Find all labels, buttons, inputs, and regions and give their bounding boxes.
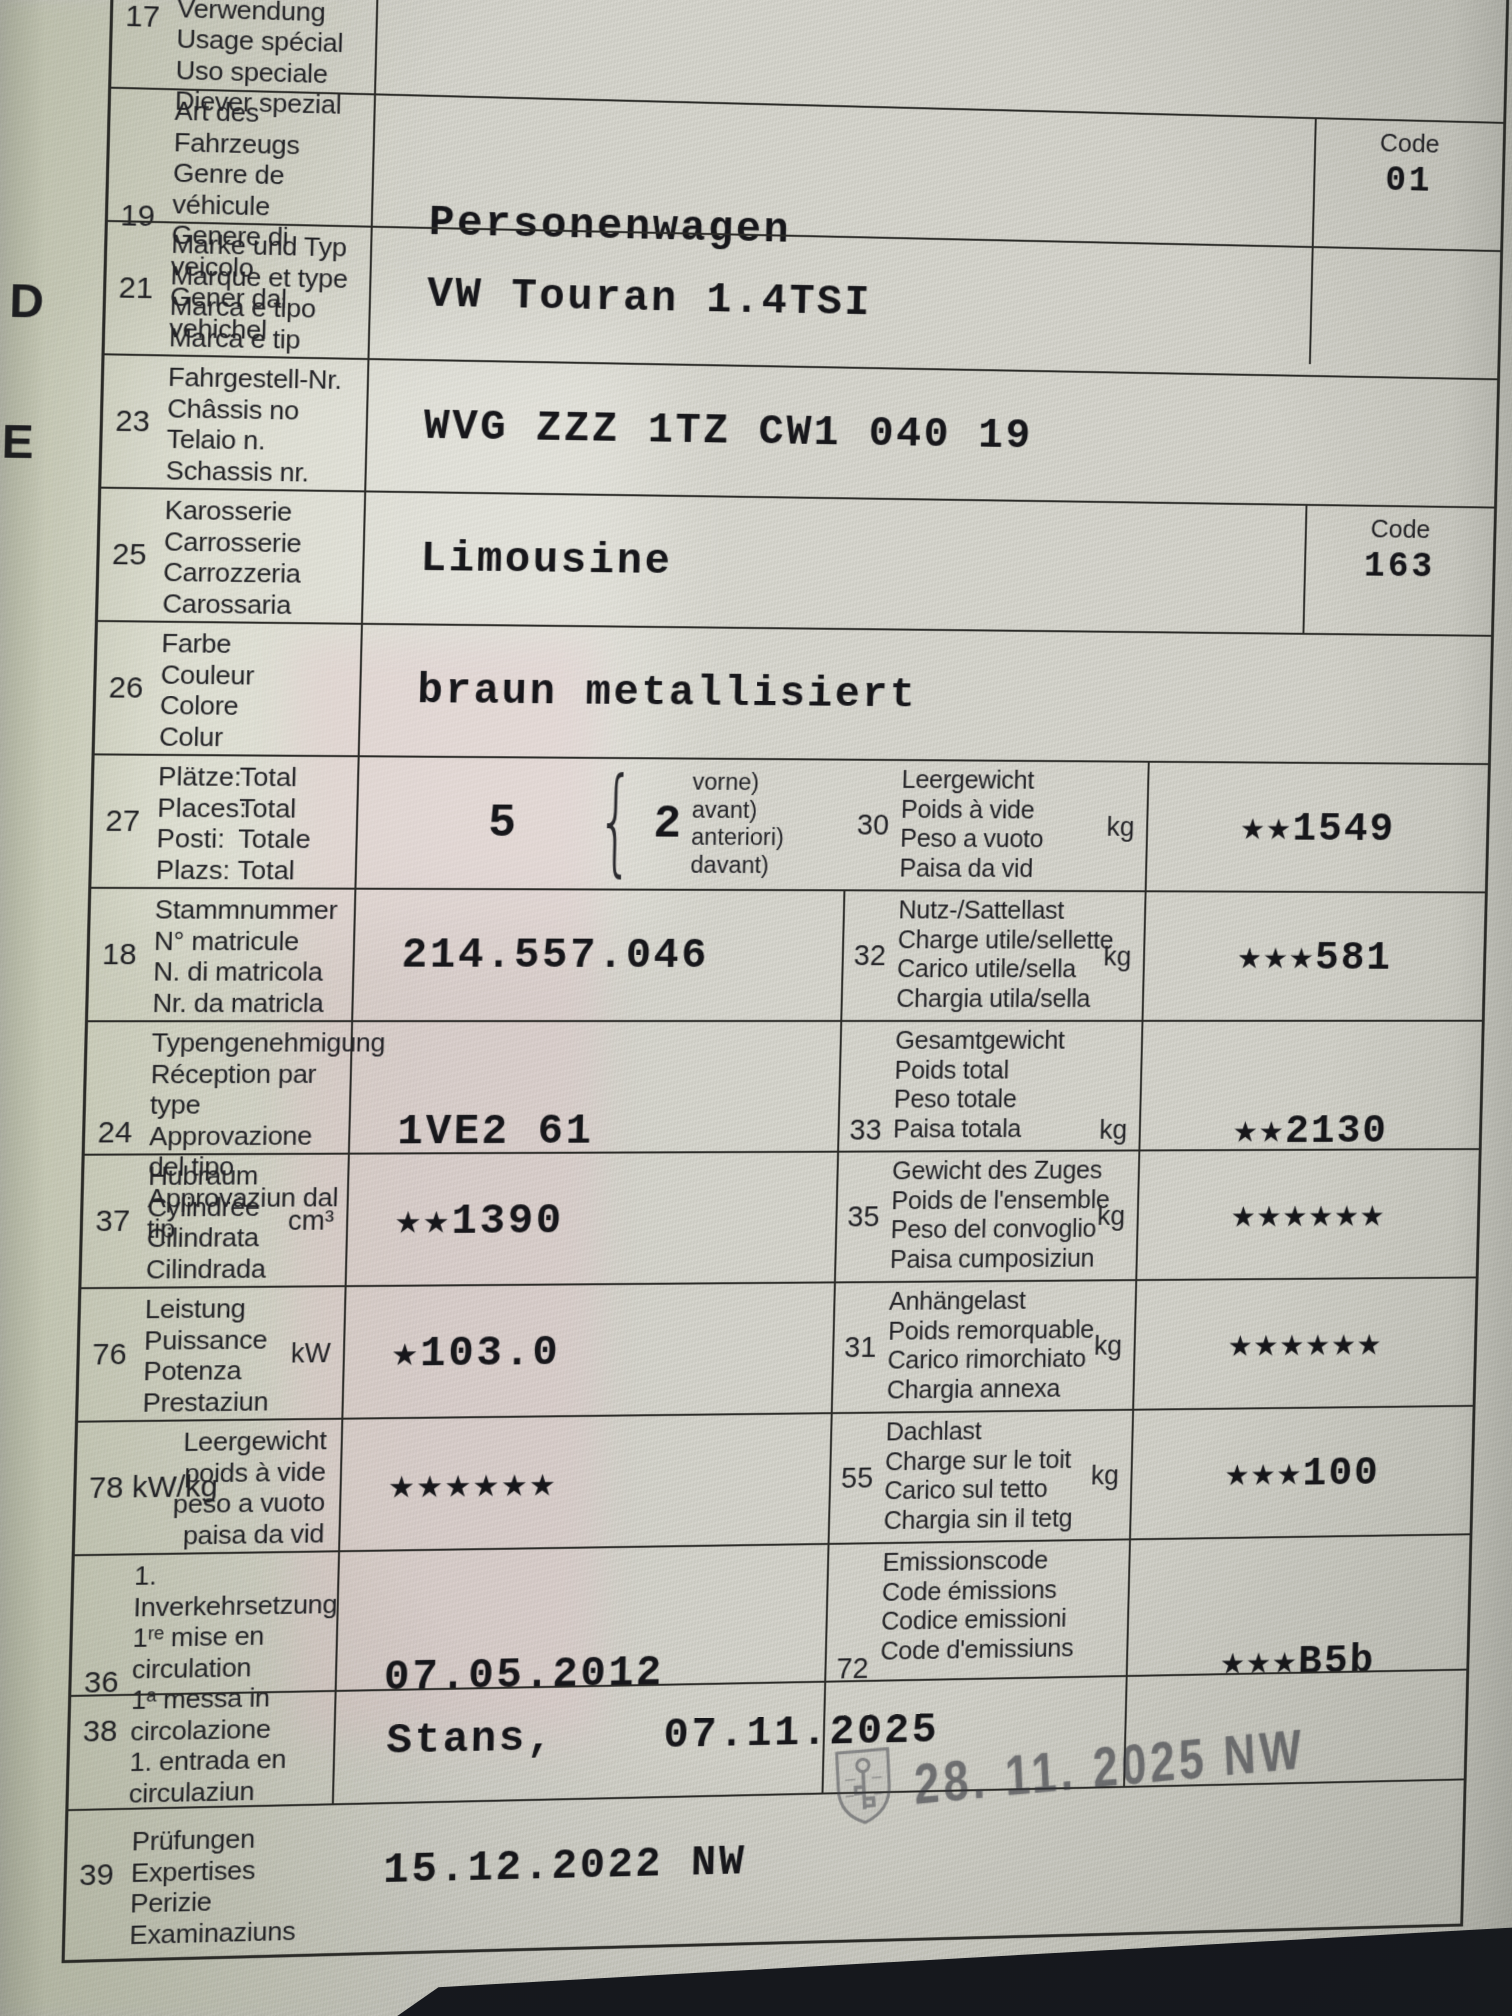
- field-37-label-cell: 37 Hubraum Cylindrée Cilindrata Cilindra…: [81, 1154, 350, 1288]
- field-27-value-cell: 5 { 2 vorne) avant) anteriori) davant): [356, 752, 848, 889]
- seats-total-value: 5: [487, 796, 517, 850]
- field-76-value: ★103.0: [343, 1283, 836, 1418]
- field-37-unit: cm³: [287, 1204, 335, 1235]
- seats-front-value: 2: [652, 797, 682, 851]
- field-38-number: 38: [82, 1714, 118, 1749]
- field-23-value: WVG ZZZ 1TZ CW1 040 19: [423, 401, 1034, 460]
- field-33-number: 33: [849, 1114, 882, 1147]
- field-39-labels: Prüfungen Expertises Perizie Examinaziun…: [129, 1823, 296, 1950]
- field-31-unit: kg: [1093, 1329, 1123, 1360]
- row-seats-emptyweight: 27 Plätze: Places: Posti: Plazs: Total T…: [91, 752, 1488, 892]
- row-power-trailerload: 76 Leistung Puissance Potenza Prestaziun…: [78, 1276, 1476, 1421]
- field-27-label-cell: 27 Plätze: Places: Posti: Plazs: Total T…: [91, 755, 360, 888]
- field-35-value: ★★★★★★: [1230, 1193, 1387, 1240]
- field-35-label-cell: 35 Gewicht des Zuges Poids de l'ensemble…: [835, 1151, 1141, 1282]
- field-33-unit: kg: [1098, 1114, 1128, 1145]
- field-39-number: 39: [78, 1858, 115, 1893]
- field-26-labels: Farbe Couleur Colore Colur: [158, 627, 255, 752]
- field-25-code-box: Code 163: [1302, 505, 1495, 635]
- field-76-unit: kW: [290, 1336, 332, 1368]
- field-23-label-cell: 23 Fahrgestell-Nr. Châssis no Telaio n. …: [101, 355, 370, 491]
- field-25-code-value: 163: [1363, 545, 1436, 588]
- field-31-label-cell: 31 Anhängelast Poids remorquable Carico …: [832, 1281, 1138, 1413]
- field-18-label-cell: 18 Stammnummer N° matricule N. di matric…: [88, 888, 357, 1021]
- field-39-value: 15.12.2022 NW: [382, 1838, 747, 1896]
- row-typeapproval-grossweight: 24 Typengenehmigung Réception par type A…: [82, 1019, 1482, 1245]
- field-21-label-cell: 21 Marke und Typ Marque et type Marca e …: [104, 222, 373, 359]
- brace-glyph: {: [595, 752, 637, 889]
- field-27-labels: Plätze: Places: Posti: Plazs:: [155, 760, 248, 885]
- field-25-number: 25: [111, 537, 147, 572]
- paper-green-tint: [0, 0, 430, 2016]
- field-25-value: Limousine: [419, 534, 673, 586]
- field-27-total-labels: Total Total Totale Total: [237, 761, 312, 885]
- field-26-label-cell: 26 Farbe Couleur Colore Colur: [94, 622, 363, 756]
- margin-letter-e: E: [1, 414, 35, 469]
- row-stocknumber-payload: 18 Stammnummer N° matricule N. di matric…: [88, 886, 1485, 1021]
- field-31-number: 31: [843, 1330, 877, 1364]
- field-32-value: ★★★581: [1236, 935, 1393, 982]
- field-37-value: ★★1390: [346, 1152, 840, 1286]
- row-color: 26 Farbe Couleur Colore Colur braun meta…: [94, 619, 1492, 764]
- field-32-unit: kg: [1103, 940, 1132, 971]
- field-25-label-cell: 25 Karosserie Carrosserie Carrozzeria Ca…: [97, 488, 367, 623]
- field-21-number: 21: [118, 270, 154, 305]
- row-firstregistration-emissioncode: 36 1. Inverkehrsetzung 1ʳᵉ mise en circu…: [68, 1533, 1470, 1811]
- row-body-style: 25 Karosserie Carrosserie Carrozzeria Ca…: [97, 486, 1495, 635]
- registration-table: 17 Bes. Verwendung Usage spécial Uso spe…: [61, 0, 1511, 1964]
- field-31-value: ★★★★★★: [1227, 1322, 1384, 1370]
- code-label: Code: [1379, 127, 1440, 159]
- field-23-labels: Fahrgestell-Nr. Châssis no Telaio n. Sch…: [165, 361, 343, 488]
- field-30-value: ★★1549: [1240, 806, 1396, 853]
- nidwalden-shield-icon: [831, 1745, 896, 1833]
- field-76-label-cell: 76 Leistung Puissance Potenza Prestaziun…: [78, 1287, 347, 1421]
- row-chassis-number: 23 Fahrgestell-Nr. Châssis no Telaio n. …: [101, 353, 1498, 507]
- field-35-unit: kg: [1096, 1199, 1126, 1230]
- margin-letter-d: D: [8, 273, 45, 328]
- issue-place: Stans,: [385, 1713, 556, 1766]
- field-17-number: 17: [124, 0, 161, 35]
- field-18-number: 18: [101, 937, 138, 971]
- field-55-label-cell: 55 Dachlast Charge sur le toit Carico su…: [829, 1410, 1135, 1543]
- field-78-label-cell: 78 kW/kg Leergewicht poids à vide peso a…: [74, 1419, 344, 1555]
- field-30-label-cell: 30 Leergewicht Poids à vide Peso a vuoto…: [845, 760, 1150, 891]
- field-19-code-value: 01: [1384, 160, 1433, 202]
- seats-front-labels: vorne) avant) anteriori) davant): [690, 768, 785, 878]
- field-24-number: 24: [97, 1116, 133, 1150]
- field-23-number: 23: [114, 403, 151, 438]
- field-55-value: ★★★100: [1224, 1451, 1381, 1499]
- row-inspections: 39 Prüfungen Expertises Perizie Examinaz…: [64, 1778, 1464, 1961]
- field-18-value: 214.557.046: [353, 889, 846, 1021]
- field-30-number: 30: [856, 808, 890, 841]
- field-21-value: VW Touran 1.4TSI: [426, 269, 873, 327]
- row-powerweight-roofload: 78 kW/kg Leergewicht poids à vide peso a…: [74, 1404, 1473, 1555]
- row-displacement-trainweight: 37 Hubraum Cylindrée Cilindrata Cilindra…: [81, 1148, 1479, 1288]
- field-76-number: 76: [91, 1337, 128, 1372]
- field-26-value: braun metallisiert: [416, 666, 918, 719]
- field-32-label-cell: 32 Nutz-/Sattellast Charge utile/sellett…: [842, 891, 1147, 1020]
- field-26-number: 26: [108, 670, 144, 705]
- paper-highlight: [110, 330, 650, 930]
- code-label: Code: [1370, 513, 1431, 544]
- field-27-number: 27: [105, 803, 141, 838]
- field-37-number: 37: [95, 1203, 131, 1238]
- inspection-date-stamp: 28. 11. 2025 NW: [831, 1699, 1403, 1833]
- field-78-value: ★★★★★★: [340, 1414, 833, 1551]
- field-32-number: 32: [853, 939, 887, 972]
- field-55-number: 55: [840, 1461, 874, 1494]
- paper-pink-band: [290, 640, 600, 1740]
- field-21-labels: Marke und Typ Marque et type Marca e tip…: [168, 228, 348, 355]
- field-18-labels: Stammnummer N° matricule N. di matricola…: [152, 894, 338, 1018]
- field-30-unit: kg: [1106, 810, 1135, 841]
- field-25-labels: Karosserie Carrosserie Carrozzeria Caros…: [162, 494, 302, 620]
- field-55-unit: kg: [1090, 1459, 1120, 1490]
- field-72-labels: Emissionscode Code émissions Codice emis…: [880, 1546, 1074, 1666]
- field-78-number: 78 kW/kg: [88, 1469, 219, 1505]
- field-35-number: 35: [847, 1200, 880, 1233]
